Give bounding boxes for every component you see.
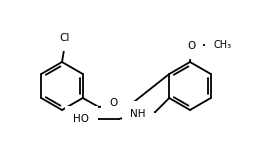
Text: HO: HO bbox=[73, 114, 89, 124]
Text: O: O bbox=[110, 98, 118, 108]
Text: Cl: Cl bbox=[60, 33, 70, 43]
Text: NH: NH bbox=[130, 109, 146, 119]
Text: O: O bbox=[187, 41, 195, 51]
Text: CH₃: CH₃ bbox=[213, 40, 231, 50]
